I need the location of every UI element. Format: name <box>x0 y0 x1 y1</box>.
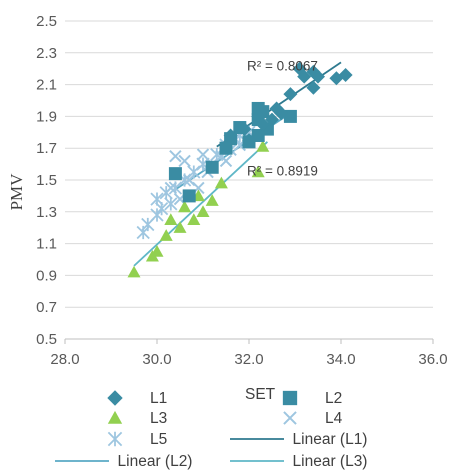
point-l2 <box>205 160 219 174</box>
point-l1 <box>223 128 238 143</box>
trendline-linear-l3 <box>133 141 269 267</box>
point-l1 <box>283 87 298 102</box>
x-axis-title: SET <box>245 386 276 403</box>
legend-item: L2 <box>282 390 342 407</box>
point-l4 <box>196 148 210 161</box>
legend-swatch-l1 <box>107 390 123 406</box>
point-l1 <box>306 80 321 95</box>
point-l5 <box>150 192 164 206</box>
y-tick-label: 1.7 <box>36 140 57 157</box>
legend-label: L4 <box>325 410 343 427</box>
legend-swatch-l3 <box>107 410 123 424</box>
legend-label: Linear (L3) <box>293 453 368 470</box>
legend-item: L4 <box>283 410 343 427</box>
point-l3 <box>196 205 210 217</box>
point-l3 <box>205 194 219 206</box>
x-tick-label: 28.0 <box>50 351 79 368</box>
point-l3 <box>187 213 201 225</box>
axes: 0.5 0.7 0.9 1.1 1.3 1.5 1.7 1.9 2.1 2.3 2.5 28.0 30.… <box>36 13 447 403</box>
point-l1 <box>237 122 252 137</box>
legend-label: L1 <box>150 390 167 407</box>
legend-item: Linear (L2) <box>55 453 192 470</box>
legend: L1 L2 L3 L4 L5 Linear (L1) Linear (L2) Linear (… <box>55 390 367 470</box>
legend-label: Linear (L1) <box>293 431 368 448</box>
point-l3 <box>145 249 159 262</box>
gridlines <box>65 20 433 340</box>
point-l4 <box>164 181 178 195</box>
r-squared-label: R² = 0.8919 <box>247 163 318 178</box>
point-l3 <box>251 165 265 178</box>
point-l1 <box>265 112 279 127</box>
point-l3 <box>164 213 178 225</box>
y-tick-label: 0.5 <box>36 331 57 348</box>
point-l3 <box>173 221 187 233</box>
y-tick-label: 1.5 <box>36 172 57 189</box>
point-l4 <box>169 149 182 163</box>
legend-item: Linear (L3) <box>230 453 367 470</box>
legend-label: L3 <box>150 410 167 427</box>
point-l1 <box>242 133 256 148</box>
data-points <box>127 61 353 278</box>
y-tick-label: 0.7 <box>36 299 57 316</box>
legend-item: L3 <box>107 410 167 427</box>
y-tick-label: 1.1 <box>36 236 57 253</box>
point-l3 <box>159 229 173 241</box>
x-tick-label: 30.0 <box>142 351 171 368</box>
point-l1 <box>311 69 325 84</box>
point-l3 <box>214 176 228 189</box>
y-tick-label: 2.1 <box>36 77 57 94</box>
point-l4 <box>219 154 233 168</box>
x-tick-label: 36.0 <box>418 351 447 368</box>
legend-label: L5 <box>150 431 167 448</box>
point-l2 <box>182 189 196 203</box>
point-l1 <box>274 106 289 121</box>
point-l3 <box>178 200 192 213</box>
point-l3 <box>256 140 270 152</box>
annotations: R² = 0.8067 R² = 0.8919 <box>247 59 318 179</box>
legend-swatch-l2 <box>282 390 298 406</box>
y-tick-label: 1.3 <box>36 204 57 221</box>
point-l3 <box>127 265 141 278</box>
point-l4 <box>178 154 191 168</box>
legend-label: Linear (L2) <box>118 453 193 470</box>
y-tick-label: 2.3 <box>36 45 57 62</box>
point-l2 <box>168 167 182 181</box>
y-tick-label: 2.5 <box>36 13 57 30</box>
legend-item: L5 <box>107 431 167 448</box>
point-l1 <box>338 68 353 83</box>
legend-item: L1 <box>107 390 167 407</box>
x-tick-label: 32.0 <box>234 351 263 368</box>
point-l2 <box>219 141 233 155</box>
legend-swatch-l5 <box>107 431 123 447</box>
r-squared-label: R² = 0.8067 <box>247 59 318 74</box>
legend-swatch-l4 <box>283 411 297 425</box>
legend-label: L2 <box>325 390 342 407</box>
x-tick-label: 34.0 <box>326 351 355 368</box>
y-tick-label: 1.9 <box>36 108 57 125</box>
y-axis-title: PMV <box>7 173 26 211</box>
legend-item: Linear (L1) <box>230 431 367 448</box>
y-tick-label: 0.9 <box>36 267 57 284</box>
point-l5 <box>164 197 178 211</box>
